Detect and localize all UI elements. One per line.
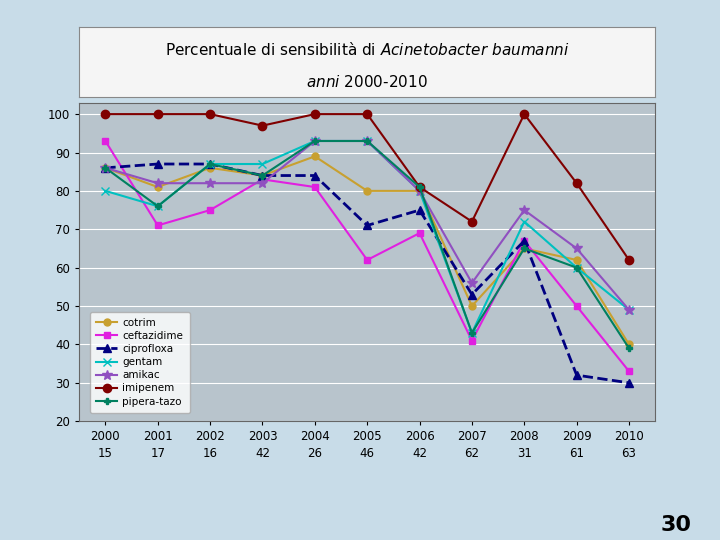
imipenem	[467, 218, 476, 225]
imipenem	[258, 123, 267, 129]
amikac	[572, 245, 581, 252]
Legend: cotrim, ceftazidime, ciprofloxa, gentam, amikac, imipenem, pipera-tazo: cotrim, ceftazidime, ciprofloxa, gentam,…	[90, 312, 189, 413]
ciprofloxa	[415, 207, 424, 213]
Line: amikac: amikac	[101, 136, 634, 315]
amikac	[101, 165, 109, 171]
amikac	[415, 187, 424, 194]
cotrim	[258, 172, 267, 179]
Text: 26: 26	[307, 447, 323, 460]
imipenem	[153, 111, 162, 117]
pipera-tazo	[415, 184, 424, 190]
gentam	[310, 138, 319, 144]
amikac	[310, 138, 319, 144]
Text: 16: 16	[202, 447, 217, 460]
ceftazidime	[467, 338, 476, 344]
Line: pipera-tazo: pipera-tazo	[102, 138, 632, 352]
ciprofloxa	[101, 165, 109, 171]
ciprofloxa	[258, 172, 267, 179]
Line: imipenem: imipenem	[102, 110, 633, 264]
amikac	[363, 138, 372, 144]
Text: 31: 31	[517, 447, 532, 460]
gentam	[520, 218, 528, 225]
pipera-tazo	[101, 165, 109, 171]
ciprofloxa	[625, 380, 634, 386]
pipera-tazo	[520, 245, 528, 252]
amikac	[625, 307, 634, 313]
cotrim	[153, 184, 162, 190]
Text: $\mathit{anni}$ 2000-2010: $\mathit{anni}$ 2000-2010	[306, 74, 428, 90]
ciprofloxa	[467, 291, 476, 298]
ceftazidime	[625, 368, 634, 375]
imipenem	[206, 111, 215, 117]
cotrim	[520, 245, 528, 252]
Text: 30: 30	[660, 515, 691, 535]
cotrim	[625, 341, 634, 348]
Text: Percentuale di sensibilità di $\mathit{Acinetobacter\ baumanni}$: Percentuale di sensibilità di $\mathit{A…	[165, 41, 570, 58]
gentam	[572, 265, 581, 271]
Text: 42: 42	[412, 447, 427, 460]
Text: 63: 63	[621, 447, 636, 460]
cotrim	[415, 187, 424, 194]
Text: 61: 61	[569, 447, 584, 460]
gentam	[153, 203, 162, 210]
Line: ceftazidime: ceftazidime	[102, 138, 632, 375]
Text: 17: 17	[150, 447, 166, 460]
imipenem	[520, 111, 528, 117]
amikac	[520, 207, 528, 213]
ceftazidime	[363, 256, 372, 263]
pipera-tazo	[467, 330, 476, 336]
ceftazidime	[258, 176, 267, 183]
ciprofloxa	[520, 238, 528, 244]
ciprofloxa	[206, 161, 215, 167]
Text: 46: 46	[360, 447, 374, 460]
pipera-tazo	[258, 172, 267, 179]
ceftazidime	[572, 303, 581, 309]
imipenem	[310, 111, 319, 117]
pipera-tazo	[310, 138, 319, 144]
Text: 42: 42	[255, 447, 270, 460]
Line: ciprofloxa: ciprofloxa	[102, 160, 633, 387]
amikac	[153, 180, 162, 186]
imipenem	[415, 184, 424, 190]
cotrim	[572, 256, 581, 263]
imipenem	[625, 256, 634, 263]
pipera-tazo	[363, 138, 372, 144]
pipera-tazo	[153, 203, 162, 210]
gentam	[415, 187, 424, 194]
Line: gentam: gentam	[102, 137, 633, 337]
ciprofloxa	[363, 222, 372, 228]
ciprofloxa	[310, 172, 319, 179]
imipenem	[363, 111, 372, 117]
imipenem	[101, 111, 109, 117]
ciprofloxa	[153, 161, 162, 167]
ceftazidime	[101, 138, 109, 144]
gentam	[467, 330, 476, 336]
amikac	[467, 280, 476, 286]
gentam	[101, 187, 109, 194]
cotrim	[206, 165, 215, 171]
gentam	[206, 161, 215, 167]
pipera-tazo	[625, 345, 634, 352]
gentam	[625, 307, 634, 313]
cotrim	[310, 153, 319, 160]
pipera-tazo	[572, 265, 581, 271]
Text: 15: 15	[98, 447, 113, 460]
ceftazidime	[520, 238, 528, 244]
ceftazidime	[206, 207, 215, 213]
ceftazidime	[415, 230, 424, 237]
gentam	[363, 138, 372, 144]
cotrim	[363, 187, 372, 194]
ceftazidime	[153, 222, 162, 228]
pipera-tazo	[206, 161, 215, 167]
ceftazidime	[310, 184, 319, 190]
cotrim	[101, 165, 109, 171]
amikac	[258, 180, 267, 186]
ciprofloxa	[572, 372, 581, 379]
Line: cotrim: cotrim	[102, 153, 632, 348]
imipenem	[572, 180, 581, 186]
gentam	[258, 161, 267, 167]
Text: 62: 62	[464, 447, 480, 460]
amikac	[206, 180, 215, 186]
cotrim	[467, 303, 476, 309]
